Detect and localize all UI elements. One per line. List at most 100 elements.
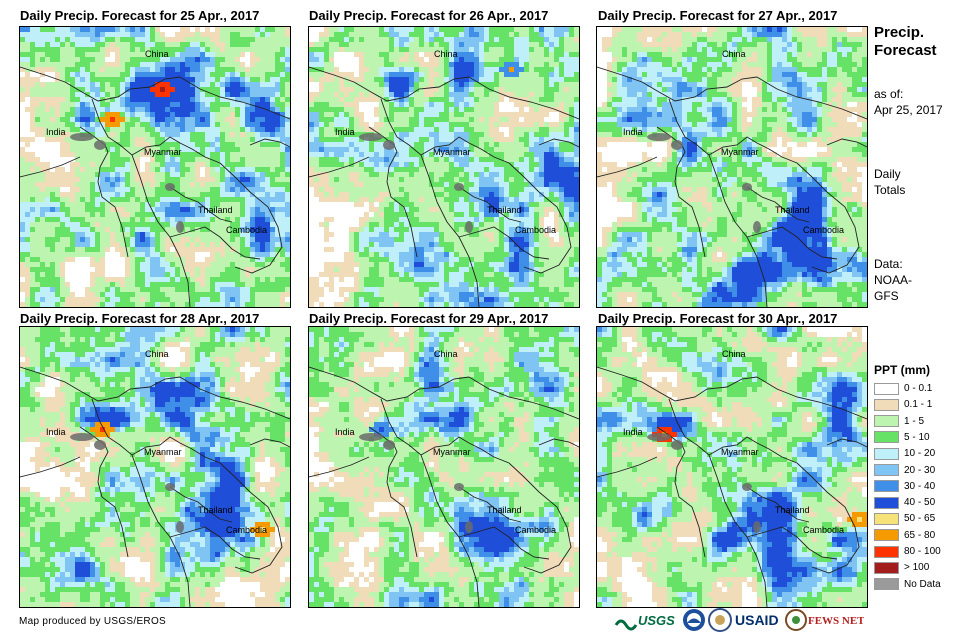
- map-panel-5: China India Myanmar Thailand Cambodia: [308, 326, 580, 608]
- fewsnet-logo: FEWS NET: [785, 609, 864, 631]
- legend-item: 0.1 - 1: [874, 398, 932, 411]
- map-label-myanmar: Myanmar: [433, 447, 471, 457]
- asof-label: as of:: [874, 87, 904, 101]
- map-label-thailand: Thailand: [775, 205, 810, 215]
- map-label-cambodia: Cambodia: [515, 525, 557, 535]
- map-label-myanmar: Myanmar: [144, 147, 182, 157]
- map-label-cambodia: Cambodia: [226, 225, 268, 235]
- map-label-india: India: [623, 427, 643, 437]
- legend-swatch: [874, 415, 899, 428]
- legend-item: 40 - 50: [874, 496, 935, 509]
- usaid-logo-text: USAID: [735, 612, 779, 628]
- usaid-logo: USAID: [735, 612, 779, 628]
- legend-item: 30 - 40: [874, 480, 935, 493]
- map-label-cambodia: Cambodia: [803, 225, 845, 235]
- usgs-logo: USGS: [614, 613, 675, 631]
- fewsnet-logo-text: FEWS NET: [808, 615, 864, 627]
- legend-swatch: [874, 529, 899, 542]
- precip-map: [597, 327, 867, 607]
- map-label-thailand: Thailand: [775, 505, 810, 515]
- legend-swatch: [874, 496, 899, 509]
- data-source-line3: GFS: [874, 289, 899, 303]
- legend-label: 40 - 50: [904, 497, 936, 509]
- map-label-china: China: [434, 349, 458, 359]
- precip-map: [20, 327, 290, 607]
- legend-swatch: [874, 545, 899, 558]
- legend-item: 5 - 10: [874, 431, 930, 444]
- agency-logos: USGS USAID FEWS NET: [614, 608, 864, 632]
- panel-title-6: Daily Precip. Forecast for 30 Apr., 2017: [598, 311, 838, 326]
- forecast-title: Precip. Forecast: [874, 24, 937, 60]
- data-source-line2: NOAA-: [874, 273, 913, 287]
- map-label-thailand: Thailand: [487, 505, 522, 515]
- map-label-myanmar: Myanmar: [433, 147, 471, 157]
- panel-title-2: Daily Precip. Forecast for 26 Apr., 2017: [309, 8, 549, 23]
- map-label-china: China: [722, 49, 746, 59]
- map-label-myanmar: Myanmar: [721, 147, 759, 157]
- map-label-india: India: [46, 427, 66, 437]
- legend-item: 20 - 30: [874, 464, 935, 477]
- map-panel-2: China India Myanmar Thailand Cambodia: [308, 26, 580, 308]
- map-label-cambodia: Cambodia: [515, 225, 557, 235]
- legend-label: 80 - 100: [904, 546, 941, 557]
- legend-swatch: [874, 398, 899, 411]
- legend-swatch: [874, 480, 899, 493]
- legend-label: 10 - 20: [904, 448, 936, 460]
- noaa-logo: [683, 609, 705, 631]
- legend-item: 50 - 65: [874, 512, 935, 525]
- map-label-thailand: Thailand: [198, 505, 233, 515]
- legend-item: 1 - 5: [874, 415, 924, 428]
- legend-label: 5 - 10: [904, 431, 930, 443]
- precip-map: [309, 27, 579, 307]
- map-label-india: India: [335, 127, 355, 137]
- legend-label: 0.1 - 1: [904, 399, 933, 411]
- asof-date: Apr 25, 2017: [874, 103, 943, 117]
- forecast-title-line1: Precip.: [874, 24, 925, 41]
- precip-map: [20, 27, 290, 307]
- map-label-china: China: [145, 49, 169, 59]
- precip-map: [309, 327, 579, 607]
- doi-seal: [708, 608, 732, 632]
- map-panel-4: China India Myanmar Thailand Cambodia: [19, 326, 291, 608]
- legend-label: 65 - 80: [904, 529, 936, 541]
- map-label-china: China: [434, 49, 458, 59]
- legend-label: No Data: [904, 578, 941, 590]
- panel-title-5: Daily Precip. Forecast for 29 Apr., 2017: [309, 311, 549, 326]
- legend-swatch: [874, 512, 899, 525]
- legend-swatch: [874, 561, 899, 574]
- map-label-myanmar: Myanmar: [721, 447, 759, 457]
- data-source-line1: Data:: [874, 257, 903, 271]
- legend-item: 10 - 20: [874, 447, 935, 460]
- map-label-thailand: Thailand: [487, 205, 522, 215]
- legend-label: > 100: [904, 562, 930, 574]
- panel-title-1: Daily Precip. Forecast for 25 Apr., 2017: [20, 8, 260, 23]
- legend-label: 30 - 40: [904, 480, 936, 492]
- legend-swatch: [874, 578, 899, 591]
- legend-title: PPT (mm): [874, 363, 931, 377]
- panel-title-4: Daily Precip. Forecast for 28 Apr., 2017: [20, 311, 260, 326]
- legend-label: 50 - 65: [904, 513, 936, 525]
- usgs-logo-text: USGS: [638, 613, 675, 628]
- map-label-india: India: [46, 127, 66, 137]
- map-label-china: China: [722, 349, 746, 359]
- map-label-india: India: [335, 427, 355, 437]
- legend-item: 80 - 100: [874, 545, 941, 558]
- legend-item: 0 - 0.1: [874, 382, 932, 395]
- legend-swatch: [874, 382, 899, 395]
- legend-swatch: [874, 431, 899, 444]
- legend-label: 1 - 5: [904, 415, 925, 427]
- legend-swatch: [874, 447, 899, 460]
- map-label-cambodia: Cambodia: [226, 525, 268, 535]
- map-credit: Map produced by USGS/EROS: [19, 616, 167, 627]
- legend-swatch: [874, 464, 899, 476]
- forecast-title-line2: Forecast: [874, 42, 937, 59]
- legend-item: No Data: [874, 578, 941, 591]
- map-panel-3: China India Myanmar Thailand Cambodia: [596, 26, 868, 308]
- map-label-thailand: Thailand: [198, 205, 233, 215]
- totals-line1: Daily: [874, 167, 901, 181]
- map-label-myanmar: Myanmar: [144, 447, 182, 457]
- map-panel-1: China India Myanmar Thailand Cambodia: [19, 26, 291, 308]
- map-label-india: India: [623, 127, 643, 137]
- legend-item: > 100: [874, 561, 929, 574]
- panel-title-3: Daily Precip. Forecast for 27 Apr., 2017: [598, 8, 838, 23]
